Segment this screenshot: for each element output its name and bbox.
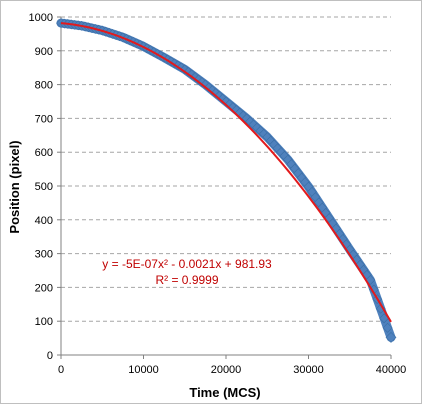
trendline-layer <box>60 22 392 323</box>
y-tick-label: 100 <box>35 316 53 328</box>
y-tick-label: 0 <box>47 350 53 362</box>
x-tick-label: 40000 <box>376 364 407 376</box>
y-tick-label: 800 <box>35 80 53 92</box>
x-tick-label: 20000 <box>211 364 242 376</box>
y-tick-label: 900 <box>35 46 53 58</box>
trendline <box>60 22 392 323</box>
y-tick-label: 400 <box>35 215 53 227</box>
y-tick-label: 300 <box>35 249 53 261</box>
y-tick-label: 500 <box>35 181 53 193</box>
y-tick-label: 200 <box>35 282 53 294</box>
x-tick-label: 30000 <box>293 364 324 376</box>
y-tick-label: 700 <box>35 113 53 125</box>
trendline-r2: R² = 0.9999 <box>155 273 218 287</box>
x-axis-title: Time (MCS) <box>189 385 260 400</box>
x-tick-label: 0 <box>58 364 64 376</box>
axes <box>57 16 392 359</box>
y-tick-label: 600 <box>35 147 53 159</box>
y-axis-title: Position (pixel) <box>7 140 22 233</box>
x-tick-label: 10000 <box>128 364 159 376</box>
gridlines <box>61 16 391 322</box>
data-point <box>382 322 393 333</box>
scatter-band <box>56 18 396 342</box>
trendline-equation: y = -5E-07x² - 0.0021x + 981.93 <box>102 257 272 271</box>
data-series <box>56 18 397 343</box>
data-point <box>385 331 397 343</box>
y-tick-label: 1000 <box>29 12 53 24</box>
